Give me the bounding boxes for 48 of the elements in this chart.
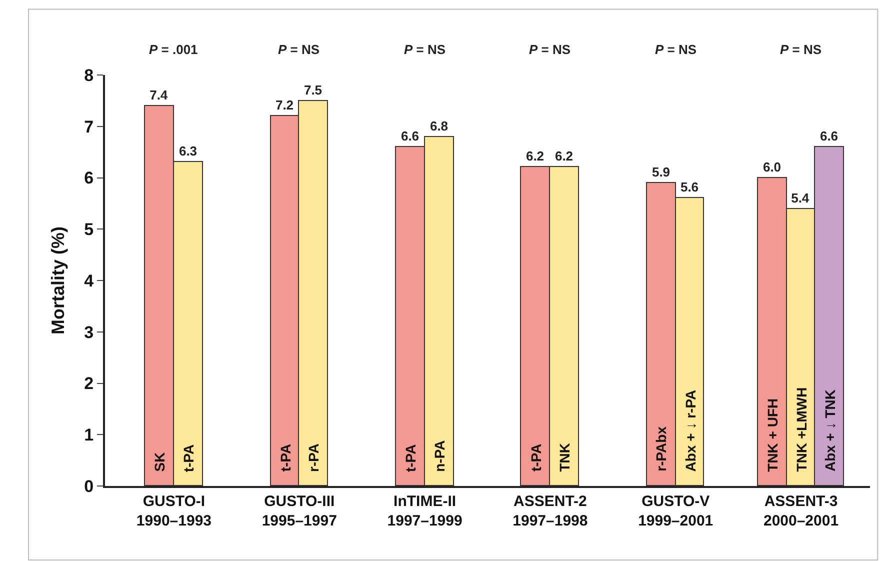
y-tick-label: 4: [84, 271, 94, 290]
data-label: 5.6: [680, 180, 699, 194]
x-tick-label: InTIME-II 1997–1999: [387, 493, 462, 530]
y-axis-title: Mortality (%): [48, 226, 68, 334]
text: P = NS: [529, 42, 571, 57]
y-tick-label: 8: [84, 66, 94, 85]
data-label: 6.8: [430, 118, 448, 134]
y-tick-label: 7: [84, 117, 94, 136]
annotation: Abx + ↓ TNK: [822, 389, 838, 472]
annotation: n-PA: [432, 440, 448, 472]
x-tick-label: ASSENT-3 2000–2001: [763, 493, 839, 530]
annotation: t-PA: [402, 444, 419, 472]
annotation: t-PA: [277, 444, 294, 472]
x-tick-label: GUSTO-V 1999–2001: [638, 493, 714, 530]
data-label: 6.2: [526, 148, 544, 164]
annotation: TNK + UFH: [764, 398, 781, 472]
text: P = NS: [278, 42, 320, 57]
annotation: t-PA: [180, 444, 197, 472]
text: P = NS: [655, 42, 697, 57]
data-label: 5.9: [652, 164, 670, 180]
y-tick-label: 5: [84, 220, 94, 240]
data-label: 5.4: [791, 190, 810, 206]
data-label: 6.0: [762, 160, 782, 174]
data-label: 7.5: [304, 82, 322, 98]
text: P = .001: [149, 42, 198, 57]
y-tick-label: 2: [84, 374, 94, 394]
data-label: 6.6: [820, 128, 838, 144]
annotation: r-PA: [306, 443, 322, 472]
y-tick-label: 0: [84, 476, 94, 496]
x-tick-label: GUSTO-III 1995–1997: [262, 493, 337, 530]
data-label: 7.4: [150, 88, 168, 102]
y-tick-label: 1: [84, 426, 94, 445]
text: P = NS: [404, 42, 446, 57]
annotation: r-PAbx: [653, 426, 670, 472]
data-label: 6.2: [554, 148, 574, 164]
annotation: TNK +LMWH: [793, 387, 810, 472]
text: P = NS: [780, 42, 822, 57]
annotation: SK: [151, 452, 168, 472]
annotation: t-PA: [528, 444, 544, 472]
x-tick-label: ASSENT-2 1997–1998: [512, 493, 588, 530]
data-label: 6.3: [178, 144, 198, 158]
annotation: Abx + ↓ r-PA: [682, 390, 698, 472]
data-label: 6.6: [400, 128, 420, 144]
data-label: 7.2: [275, 98, 294, 112]
annotation: TNK: [556, 443, 572, 472]
x-tick-label: GUSTO-I 1990–1993: [136, 493, 212, 530]
y-tick-label: 6: [84, 168, 94, 188]
y-tick-label: 3: [84, 322, 94, 342]
